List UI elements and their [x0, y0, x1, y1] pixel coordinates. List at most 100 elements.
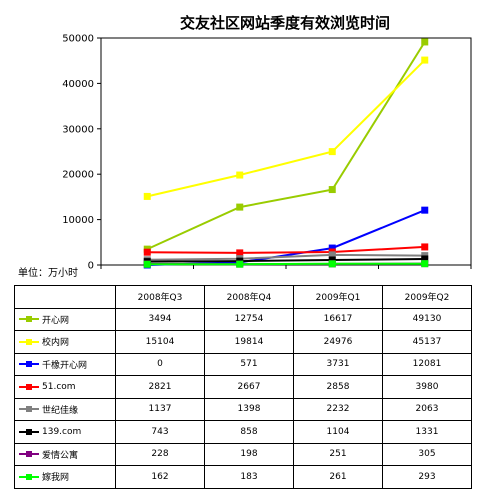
x-tick-label: 2008年Q3 [115, 285, 205, 309]
y-axis: 0 10000 20000 30000 40000 50000 [62, 34, 101, 272]
data-label: 45137 [382, 330, 472, 354]
legend-entry: 千橡开心网 [14, 352, 116, 376]
data-point [421, 255, 429, 263]
legend-label: 千橡开心网 [42, 360, 88, 371]
data-label: 3731 [293, 352, 383, 376]
series-line [147, 59, 426, 198]
data-point [421, 260, 429, 268]
x-tick-label: 2009年Q1 [293, 285, 383, 309]
table-row: 世纪佳缘 1137 1398 2232 2063 [14, 397, 472, 421]
x-axis [100, 265, 472, 269]
data-label: 3980 [382, 375, 472, 399]
series-line [147, 258, 425, 263]
table-row: 51.com 2821 2667 2858 3980 [14, 375, 472, 399]
data-table: 2008年Q3 2008年Q4 2009年Q1 2009年Q2 开心网 3494 12754… [14, 285, 472, 489]
data-point [143, 260, 151, 268]
unit-label: 单位：万小时 [18, 266, 78, 279]
data-label: 15104 [115, 330, 205, 354]
data-label: 571 [204, 352, 294, 376]
data-point [421, 56, 429, 64]
legend-swatch [19, 449, 39, 459]
table-corner-cell [14, 285, 116, 309]
data-label: 12754 [204, 307, 294, 331]
data-label: 293 [382, 465, 472, 489]
data-label: 162 [115, 465, 205, 489]
data-label: 12081 [382, 352, 472, 376]
legend-entry: 开心网 [14, 307, 116, 331]
table-row: 开心网 3494 12754 16617 49130 [14, 307, 472, 331]
data-point [421, 243, 429, 251]
data-label: 228 [115, 442, 205, 466]
data-point [143, 248, 151, 256]
legend-swatch [19, 359, 39, 369]
legend-label: 开心网 [42, 315, 70, 326]
line-chart: 交友社区网站季度有效浏览时间 0 10000 20000 30000 40000 5000… [18, 14, 472, 279]
data-point [328, 244, 336, 252]
y-tick-label: 10000 [62, 215, 94, 226]
data-point [328, 256, 336, 264]
table-row: 139.com 743 858 1104 1331 [14, 420, 472, 444]
data-point [421, 38, 429, 46]
legend-swatch [19, 382, 39, 392]
legend-swatch [19, 472, 39, 482]
data-label: 743 [115, 420, 205, 444]
data-label: 251 [293, 442, 383, 466]
data-label: 3494 [115, 307, 205, 331]
legend-swatch [19, 427, 39, 437]
data-label: 49130 [382, 307, 472, 331]
data-point [328, 148, 336, 156]
data-label: 0 [115, 352, 205, 376]
table-row: 校内网 15104 19814 24976 45137 [14, 330, 472, 354]
data-label: 19814 [204, 330, 294, 354]
y-tick-label: 40000 [62, 79, 94, 90]
legend-entry: 51.com [14, 375, 116, 399]
series-line [147, 262, 425, 266]
legend-swatch [19, 314, 39, 324]
data-label: 858 [204, 420, 294, 444]
table-row: 嫁我网 162 183 261 293 [14, 465, 472, 489]
data-label: 305 [382, 442, 472, 466]
data-label: 24976 [293, 330, 383, 354]
y-tick-label: 0 [88, 261, 94, 272]
legend-label: 爱情公寓 [42, 450, 79, 461]
legend-entry: 139.com [14, 420, 116, 444]
table-row: 千橡开心网 0 571 3731 12081 [14, 352, 472, 376]
data-label: 2232 [293, 397, 383, 421]
data-label: 2667 [204, 375, 294, 399]
legend-label: 校内网 [42, 338, 70, 349]
data-label: 1331 [382, 420, 472, 444]
data-label: 2821 [115, 375, 205, 399]
legend-entry: 嫁我网 [14, 465, 116, 489]
data-label: 261 [293, 465, 383, 489]
legend-label: 51.com [42, 381, 76, 392]
data-label: 2858 [293, 375, 383, 399]
data-point [236, 203, 244, 211]
x-tick-label: 2009年Q2 [382, 285, 472, 309]
table-header-row: 2008年Q3 2008年Q4 2009年Q1 2009年Q2 [14, 285, 472, 309]
data-point [143, 192, 151, 200]
data-label: 198 [204, 442, 294, 466]
data-point [236, 260, 244, 268]
legend-label: 世纪佳缘 [42, 405, 79, 416]
data-label: 183 [204, 465, 294, 489]
y-tick-label: 30000 [62, 124, 94, 135]
series-line [147, 253, 425, 261]
data-label: 2063 [382, 397, 472, 421]
y-tick-label: 20000 [62, 170, 94, 181]
data-point [236, 171, 244, 179]
legend-entry: 世纪佳缘 [14, 397, 116, 421]
chart-title: 交友社区网站季度有效浏览时间 [180, 14, 390, 32]
data-label: 1398 [204, 397, 294, 421]
legend-entry: 爱情公寓 [14, 442, 116, 466]
series-layer [143, 38, 429, 269]
legend-entry: 校内网 [14, 330, 116, 354]
data-point [236, 249, 244, 257]
x-tick-label: 2008年Q4 [204, 285, 294, 309]
legend-swatch [19, 404, 39, 414]
data-point [328, 251, 336, 259]
data-label: 1104 [293, 420, 383, 444]
y-tick-label: 50000 [62, 34, 94, 45]
data-point [328, 260, 336, 268]
data-point [421, 206, 429, 214]
legend-label: 139.com [42, 426, 82, 437]
